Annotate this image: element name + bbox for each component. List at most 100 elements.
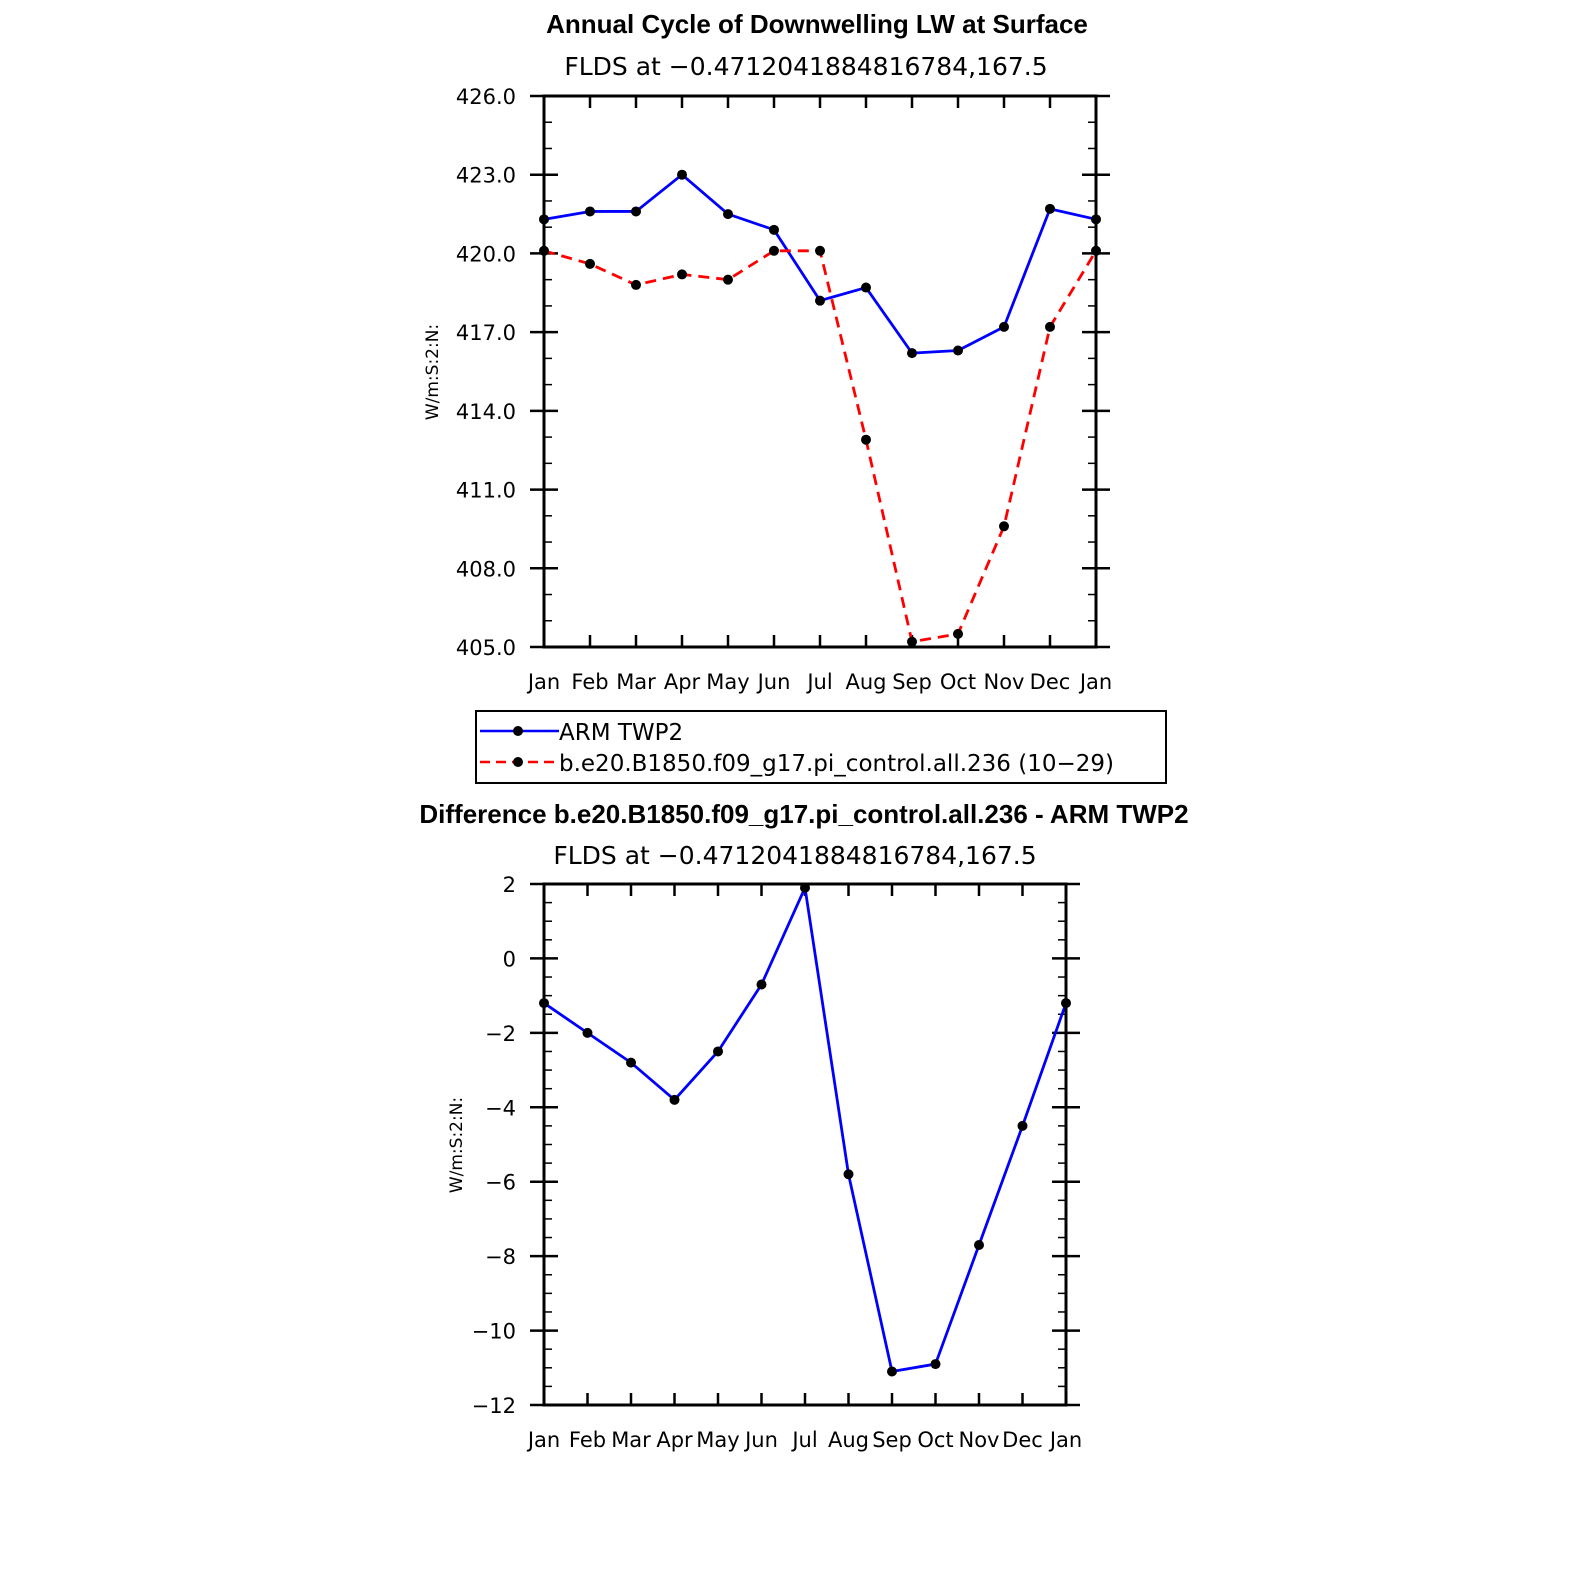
legend: ARM TWP2 b.e20.B1850.f09_g17.pi_control.… [475, 710, 1167, 784]
chart0-y-tick-label: 420.0 [456, 242, 516, 266]
difference-series-layer [539, 882, 1071, 1377]
series-layer [539, 169, 1101, 647]
chart1-series-0-point [669, 1094, 680, 1105]
chart0-series-0-point [723, 209, 733, 220]
chart0-y-tick-label: 426.0 [456, 85, 516, 109]
plot-frame [542, 94, 1098, 649]
chart0-series-1-point [1045, 321, 1055, 332]
chart0-y-tick-label: 423.0 [456, 164, 516, 188]
chart0-y-tick-label: 411.0 [456, 479, 516, 503]
y-axis-label: W/m:S:2:N: [423, 324, 443, 420]
chart1-series-0-point [756, 979, 767, 990]
chart1-x-tick-label: Feb [569, 1428, 606, 1452]
chart0-x-tick-label: Aug [845, 670, 886, 694]
chart0-series-1-point [723, 274, 733, 285]
chart0-series-1-point [677, 269, 687, 280]
chart-title: Annual Cycle of Downwelling LW at Surfac… [546, 9, 1088, 39]
chart1-series-0-point [582, 1027, 593, 1038]
chart0-series-1-point [907, 636, 917, 647]
chart1-x-tick-label: Jan [526, 1428, 560, 1452]
chart0-series-0-point [677, 169, 687, 180]
chart1-series-0-point [843, 1169, 854, 1180]
chart1-series-0-line [543, 886, 1068, 1373]
legend-marker-arm-twp2 [513, 726, 523, 736]
chart1-series-0-point [887, 1366, 897, 1377]
chart0-series-0-line [543, 173, 1097, 355]
chart0-x-tick-label: Jan [526, 670, 560, 694]
chart0-series-1-point [815, 245, 825, 256]
chart0-series-1-point [769, 245, 779, 256]
difference-chart-subtitle: FLDS at −0.4712041884816784,167.5 [553, 841, 1036, 870]
chart0-y-tick-label: 417.0 [456, 321, 516, 345]
chart0-x-tick-label: Jan [1078, 670, 1112, 694]
difference-axis-ticks: Jan Feb Mar Apr May Jun Jul Aug Sep Oct Nov Dec Jan2… [472, 873, 1083, 1452]
chart0-x-tick-label: Apr [664, 670, 701, 694]
chart0-x-tick-label: Dec [1030, 670, 1071, 694]
chart1-y-tick-label: −12 [472, 1394, 516, 1418]
chart1-x-tick-label: Sep [872, 1428, 912, 1452]
chart1-y-tick-label: −4 [485, 1096, 516, 1120]
chart0-x-tick-label: Nov [984, 670, 1025, 694]
chart1-series-0-point [974, 1239, 984, 1250]
chart0-x-tick-label: Oct [940, 670, 976, 694]
chart0-series-0-point [999, 321, 1009, 332]
axis-ticks: Jan Feb Mar Apr May Jun Jul Aug Sep Oct Nov Dec Jan 4… [456, 85, 1112, 694]
annual-cycle-chart: Annual Cycle of Downwelling LW at Surfac… [423, 9, 1112, 694]
chart0-y-tick-label: 405.0 [456, 636, 516, 660]
chart0-series-0-point [815, 295, 825, 306]
chart1-y-tick-label: −10 [472, 1320, 516, 1344]
chart1-x-tick-label: Dec [1002, 1428, 1043, 1452]
chart1-y-tick-label: 2 [503, 873, 516, 897]
chart0-x-tick-label: May [706, 670, 749, 694]
legend-box [475, 710, 1167, 784]
legend-label-arm-twp2: ARM TWP2 [559, 720, 683, 746]
chart1-x-tick-label: Aug [828, 1428, 869, 1452]
chart0-series-0-point [861, 282, 871, 293]
chart0-x-tick-label: Sep [892, 670, 932, 694]
chart1-y-tick-label: 0 [503, 947, 516, 971]
chart1-x-tick-label: May [696, 1428, 739, 1452]
chart0-series-1-point [631, 279, 641, 290]
chart0-y-tick-label: 414.0 [456, 400, 516, 424]
chart-subtitle: FLDS at −0.4712041884816784,167.5 [564, 52, 1047, 81]
difference-y-axis-label: W/m:S:2:N: [447, 1097, 467, 1193]
chart1-x-tick-label: Apr [656, 1428, 693, 1452]
chart0-series-0-point [907, 348, 917, 359]
chart1-x-tick-label: Nov [959, 1428, 1000, 1452]
chart1-y-tick-label: −2 [485, 1022, 516, 1046]
chart1-x-tick-label: Jun [743, 1428, 778, 1452]
legend-entry-arm-twp2: ARM TWP2 [480, 720, 683, 746]
chart1-series-0-point [626, 1057, 636, 1068]
chart1-series-0-point [1017, 1120, 1028, 1131]
chart0-x-tick-label: Mar [616, 670, 656, 694]
chart1-x-tick-label: Mar [611, 1428, 651, 1452]
difference-chart-title: Difference b.e20.B1850.f09_g17.pi_contro… [419, 799, 1188, 829]
chart1-series-0-point [713, 1046, 723, 1057]
chart1-series-0-point [930, 1359, 941, 1370]
chart1-y-tick-label: −6 [485, 1171, 516, 1195]
chart0-x-tick-label: Feb [571, 670, 608, 694]
legend-marker-model [513, 757, 523, 767]
chart1-y-tick-label: −8 [485, 1245, 516, 1269]
chart0-x-tick-label: Jun [756, 670, 791, 694]
chart0-series-0-point [585, 206, 595, 217]
difference-chart: Difference b.e20.B1850.f09_g17.pi_contro… [419, 799, 1188, 1452]
chart0-series-1-point [861, 434, 871, 445]
chart1-x-tick-label: Oct [917, 1428, 953, 1452]
chart0-series-1-point [585, 258, 595, 269]
chart1-x-tick-label: Jul [790, 1428, 817, 1452]
chart0-series-0-point [631, 206, 641, 217]
legend-label-model: b.e20.B1850.f09_g17.pi_control.all.236 (… [559, 751, 1114, 777]
chart1-x-tick-label: Jan [1048, 1428, 1082, 1452]
chart0-series-1-point [999, 521, 1009, 532]
chart0-series-0-point [953, 345, 963, 356]
chart0-series-1-point [953, 628, 963, 639]
chart0-series-0-point [769, 224, 779, 235]
chart0-series-0-point [1045, 203, 1055, 214]
chart0-y-tick-label: 408.0 [456, 557, 516, 581]
difference-plot-frame [542, 882, 1068, 1407]
chart0-series-1-line [543, 249, 1098, 644]
chart0-x-tick-label: Jul [805, 670, 832, 694]
legend-entry-model: b.e20.B1850.f09_g17.pi_control.all.236 (… [480, 751, 1114, 777]
